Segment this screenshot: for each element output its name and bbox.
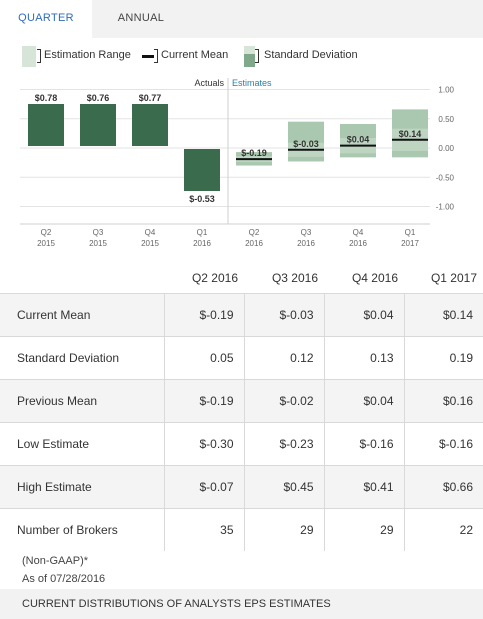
table-cell: $-0.02: [243, 378, 324, 422]
as-of-date: As of 07/28/2016: [22, 573, 106, 585]
x-tick-quarter: Q3: [301, 228, 312, 237]
table-row: Number of Brokers 35 29 29 22: [0, 507, 483, 551]
x-tick-year: 2015: [89, 239, 107, 248]
table-cell: $-0.30: [163, 421, 244, 465]
table-cell: $-0.16: [403, 421, 483, 465]
table-row: Current Mean $-0.19 $-0.03 $0.04 $0.14: [0, 292, 483, 336]
y-tick-label: 1.00: [438, 86, 454, 95]
table-cell: $0.41: [323, 464, 404, 508]
row-label: Number of Brokers: [0, 507, 164, 551]
estimate-mean-label: $0.14: [399, 129, 422, 139]
table-row: Standard Deviation 0.05 0.12 0.13 0.19: [0, 335, 483, 379]
table-row: Previous Mean $-0.19 $-0.02 $0.04 $0.16: [0, 378, 483, 422]
actual-bar: [80, 104, 116, 146]
range-swatch-icon: [22, 46, 36, 67]
column-header: Q2 2016: [191, 271, 238, 286]
table-header-row: Q2 2016 Q3 2016 Q4 2016 Q1 2017: [0, 264, 483, 293]
table-cell: 0.13: [323, 335, 404, 379]
distribution-footer-link[interactable]: CURRENT DISTRIBUTIONS OF ANALYSTS EPS ES…: [0, 589, 483, 619]
actuals-label: Actuals: [194, 78, 224, 88]
row-label: Standard Deviation: [0, 335, 164, 379]
table-cell: $0.04: [323, 378, 404, 422]
x-tick-year: 2015: [141, 239, 159, 248]
y-tick-label: 0.50: [438, 115, 454, 124]
actual-value-label: $-0.53: [189, 194, 215, 204]
table-cell: $-0.19: [163, 292, 244, 336]
column-header: Q4 2016: [351, 271, 398, 286]
estimates-label: Estimates: [232, 78, 272, 88]
eps-chart: 1.00 0.50 0.00 -0.50 -1.00 Actuals Estimates $0…: [20, 78, 455, 248]
y-tick-label: -1.00: [436, 203, 455, 212]
table-row: Low Estimate $-0.30 $-0.23 $-0.16 $-0.16: [0, 421, 483, 465]
table-cell: 29: [323, 507, 404, 551]
table-cell: 0.12: [243, 335, 324, 379]
table-corner: [0, 264, 164, 293]
estimate-mean-label: $-0.03: [293, 139, 319, 149]
actual-bar: [132, 104, 168, 146]
sd-swatch-icon: [244, 46, 255, 54]
table-cell: $-0.07: [163, 464, 244, 508]
row-label: Low Estimate: [0, 421, 164, 465]
tab-annual[interactable]: ANNUAL: [117, 12, 165, 24]
bracket-icon: [154, 49, 158, 63]
non-gaap-note: (Non-GAAP)*: [22, 555, 89, 567]
table-cell: $-0.03: [243, 292, 324, 336]
x-tick-quarter: Q1: [405, 228, 416, 237]
x-tick-year: 2016: [193, 239, 211, 248]
period-tabs: QUARTER ANNUAL: [0, 0, 483, 38]
estimates-table: Q2 2016 Q3 2016 Q4 2016 Q1 2017 Current …: [0, 264, 483, 551]
x-tick-quarter: Q2: [41, 228, 52, 237]
table-cell: 35: [163, 507, 244, 551]
table-cell: $-0.16: [323, 421, 404, 465]
table-cell: $0.66: [403, 464, 483, 508]
table-cell: $0.16: [403, 378, 483, 422]
y-tick-label: -0.50: [436, 173, 455, 182]
actual-bar: [184, 149, 220, 191]
actual-value-label: $0.78: [35, 93, 58, 103]
estimate-mean-label: $0.04: [347, 135, 370, 145]
x-tick-quarter: Q3: [93, 228, 104, 237]
bracket-icon: [37, 49, 41, 63]
x-tick-quarter: Q2: [249, 228, 260, 237]
table-cell: $0.04: [323, 292, 404, 336]
table-cell: 29: [243, 507, 324, 551]
y-tick-label: 0.00: [438, 144, 454, 153]
row-label: Previous Mean: [0, 378, 164, 422]
table-cell: $-0.19: [163, 378, 244, 422]
x-tick-year: 2017: [401, 239, 419, 248]
sd-swatch-icon: [244, 54, 255, 67]
bracket-icon: [255, 49, 259, 63]
actual-value-label: $0.76: [87, 93, 110, 103]
legend-range-label: Estimation Range: [44, 49, 131, 61]
x-tick-quarter: Q1: [197, 228, 208, 237]
table-cell: $-0.23: [243, 421, 324, 465]
x-tick-year: 2015: [37, 239, 55, 248]
actual-value-label: $0.77: [139, 93, 162, 103]
x-tick-year: 2016: [297, 239, 315, 248]
row-label: Current Mean: [0, 292, 164, 336]
row-label: High Estimate: [0, 464, 164, 508]
x-tick-quarter: Q4: [353, 228, 364, 237]
column-header: Q1 2017: [430, 271, 477, 286]
mean-line-icon: [142, 55, 154, 58]
legend-sd-label: Standard Deviation: [264, 49, 358, 61]
table-cell: 0.19: [403, 335, 483, 379]
x-tick-year: 2016: [245, 239, 263, 248]
table-row: High Estimate $-0.07 $0.45 $0.41 $0.66: [0, 464, 483, 508]
x-tick-year: 2016: [349, 239, 367, 248]
table-cell: $0.45: [243, 464, 324, 508]
actual-bar: [28, 104, 64, 146]
table-cell: 22: [403, 507, 483, 551]
table-cell: $0.14: [403, 292, 483, 336]
legend-mean-label: Current Mean: [161, 49, 229, 61]
column-header: Q3 2016: [271, 271, 318, 286]
tab-quarter[interactable]: QUARTER: [0, 0, 92, 38]
table-cell: 0.05: [163, 335, 244, 379]
estimate-mean-label: $-0.19: [241, 148, 267, 158]
x-tick-quarter: Q4: [145, 228, 156, 237]
